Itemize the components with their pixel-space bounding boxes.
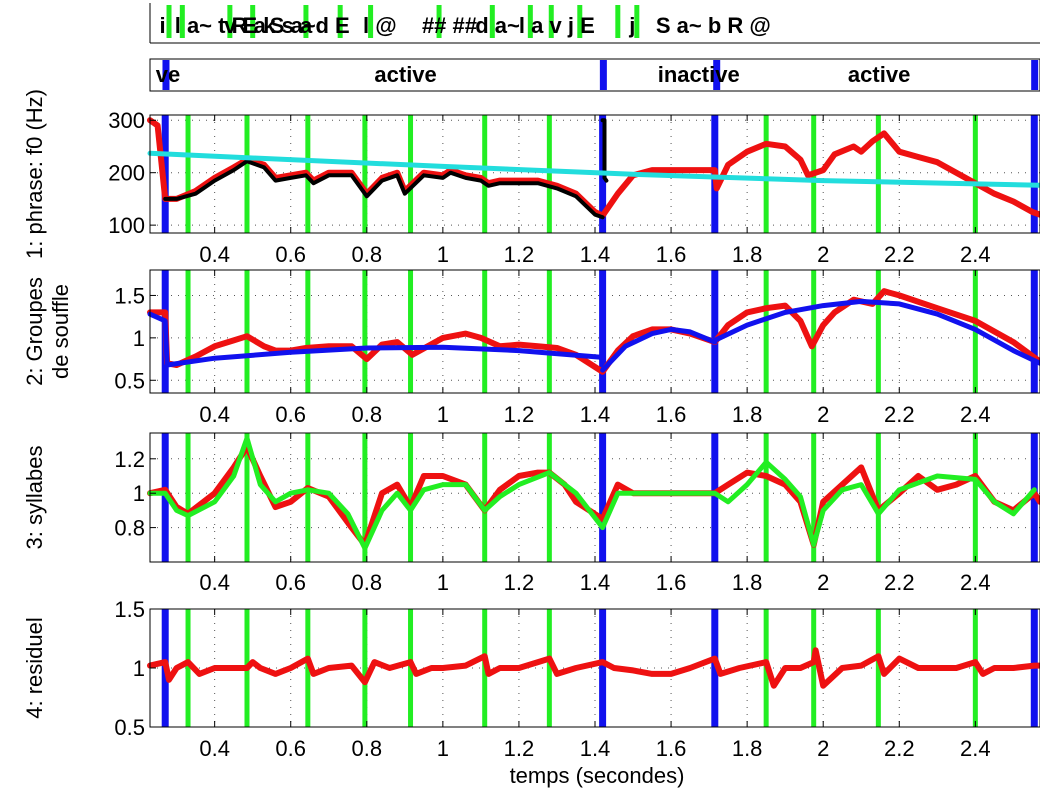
- chart-panel-4: 0.4 0.6 0.8 1 1.2 1.4 1.6 1.8 2 2.2 2.4 0.5 1 1.5 4: r…: [22, 597, 1040, 761]
- chart-panel-3: 0.4 0.6 0.8 1 1.2 1.4 1.6 1.8 2 2.2 2.4 0.8 1 1.2 3: s…: [22, 432, 1040, 595]
- x-tick-label: 2.4: [960, 402, 991, 427]
- axes-frame: [149, 269, 1040, 394]
- x-tick-label: 0.6: [275, 402, 306, 427]
- x-tick-label: 1: [437, 736, 449, 761]
- x-tick-label: 2.2: [884, 570, 915, 595]
- x-tick-label: 0.6: [275, 242, 306, 267]
- x-tick-label: 2: [817, 736, 829, 761]
- x-tick-label: 1.8: [732, 570, 763, 595]
- y-tick-label: 1.2: [114, 447, 145, 472]
- activity-strip-frame: [149, 58, 1040, 92]
- y-tick-label: 1: [133, 326, 145, 351]
- x-tick-label: 0.4: [199, 736, 230, 761]
- y-tick-label: 0.5: [114, 715, 145, 740]
- y-tick-label: 1: [133, 481, 145, 506]
- series-line-blue: [600, 326, 718, 373]
- y-axis-label: 3: syllabes: [22, 446, 47, 550]
- series-line-black: [163, 159, 605, 220]
- x-tick-label: 1.2: [504, 736, 535, 761]
- series-line-blue: [712, 298, 1040, 366]
- x-tick-label: 2: [817, 242, 829, 267]
- x-tick-label: 1.6: [656, 402, 687, 427]
- x-tick-label: 2: [817, 570, 829, 595]
- x-tick-label: 2.4: [960, 570, 991, 595]
- x-tick-label: 1: [437, 402, 449, 427]
- x-tick-label: 1.8: [732, 402, 763, 427]
- activity-label: active: [848, 62, 910, 87]
- x-tick-label: 1.2: [504, 570, 535, 595]
- x-tick-label: 0.6: [275, 570, 306, 595]
- x-tick-label: 1.6: [656, 242, 687, 267]
- x-tick-label: 1: [437, 242, 449, 267]
- series-line-cyan: [147, 150, 1040, 188]
- y-tick-label: 1.5: [114, 283, 145, 308]
- phoneme-label: d E: [315, 13, 349, 38]
- phoneme-label: S a~ b R @: [656, 13, 771, 38]
- phoneme-label: ## ##: [422, 13, 477, 38]
- activity-label: inactive: [658, 62, 740, 87]
- x-tick-label: 1.8: [732, 736, 763, 761]
- phoneme-label: S a~: [270, 13, 316, 38]
- activity-label: ve: [156, 62, 180, 87]
- x-tick-label: 2.2: [884, 402, 915, 427]
- x-tick-label: 1.2: [504, 402, 535, 427]
- y-tick-label: 0.8: [114, 516, 145, 541]
- chart-panel-2: 0.4 0.6 0.8 1 1.2 1.4 1.6 1.8 2 2.2 2.4 0.5 1 1.5 2: G…: [22, 269, 1040, 427]
- phoneme-label: l a v j E: [519, 13, 595, 38]
- y-axis-label-line2: de souffle: [48, 284, 73, 379]
- y-axis-label: 4: residuel: [22, 617, 47, 719]
- y-tick-label: 100: [108, 213, 145, 238]
- phoneme-label: i: [160, 13, 166, 38]
- y-tick-label: 300: [108, 108, 145, 133]
- x-tick-label: 2.4: [960, 736, 991, 761]
- x-tick-label: 2.4: [960, 242, 991, 267]
- phoneme-label: v E k s a: [224, 13, 313, 38]
- x-tick-label: 1: [437, 570, 449, 595]
- x-tick-label: 1.4: [580, 402, 611, 427]
- series-line-red: [147, 647, 1040, 689]
- x-tick-label: 0.8: [351, 570, 382, 595]
- x-tick-label: 0.8: [351, 242, 382, 267]
- x-tick-label: 0.8: [351, 402, 382, 427]
- series-line-green: [147, 435, 1037, 551]
- y-tick-label: 1: [133, 656, 145, 681]
- x-tick-label: 0.6: [275, 736, 306, 761]
- x-tick-label: 1.6: [656, 736, 687, 761]
- phoneme-label: l a~ t R a: [175, 13, 267, 38]
- activity-label: active: [374, 62, 436, 87]
- x-tick-label: 0.8: [351, 736, 382, 761]
- x-tick-label: 0.4: [199, 402, 230, 427]
- phoneme-label: d a~: [475, 13, 520, 38]
- x-tick-label: 2: [817, 402, 829, 427]
- x-tick-label: 1.6: [656, 570, 687, 595]
- x-tick-label: 1.4: [580, 736, 611, 761]
- series-line-blue: [147, 311, 606, 368]
- x-tick-label: 0.4: [199, 570, 230, 595]
- y-tick-label: 200: [108, 161, 145, 186]
- x-tick-label: 2.2: [884, 736, 915, 761]
- y-tick-label: 0.5: [114, 368, 145, 393]
- x-tick-label: 1.4: [580, 242, 611, 267]
- x-tick-label: 1.2: [504, 242, 535, 267]
- series-line-red: [147, 288, 1040, 375]
- phoneme-label: l @: [363, 13, 397, 38]
- x-axis-label: temps (secondes): [510, 763, 685, 788]
- y-axis-label: 1: phrase: f0 (Hz): [22, 89, 47, 259]
- series-line-black: [600, 118, 609, 183]
- x-tick-label: 1.8: [732, 242, 763, 267]
- chart-panel-1: 0.4 0.6 0.8 1 1.2 1.4 1.6 1.8 2 2.2 2.4 100 200 300 1:…: [22, 89, 1040, 267]
- x-tick-label: 0.4: [199, 242, 230, 267]
- x-tick-label: 2.2: [884, 242, 915, 267]
- phoneme-label: j: [628, 13, 635, 38]
- y-axis-label: 2: Groupes: [22, 277, 47, 386]
- x-tick-label: 1.4: [580, 570, 611, 595]
- series-line-red: [147, 117, 1040, 219]
- y-tick-label: 1.5: [114, 597, 145, 622]
